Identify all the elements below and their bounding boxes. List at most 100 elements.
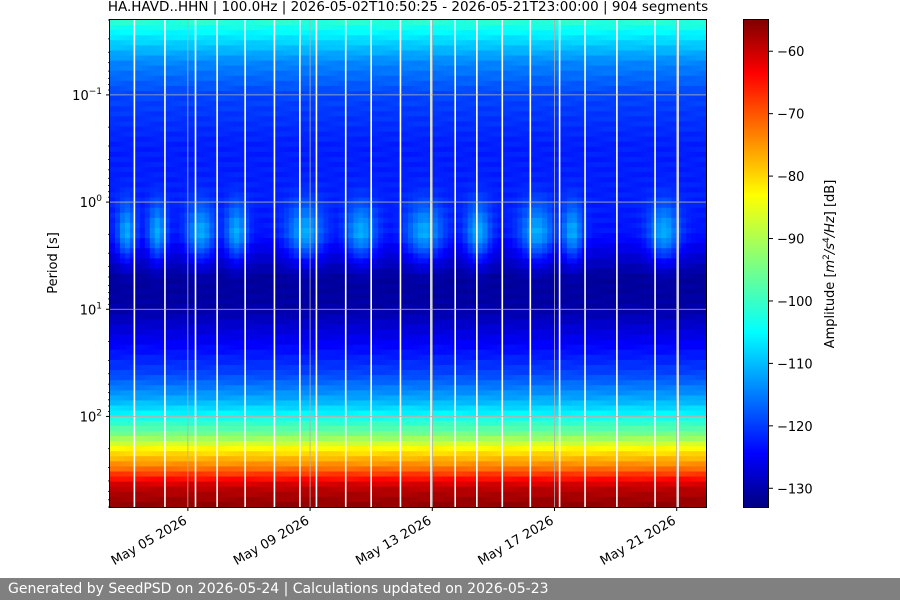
heatmap-cell (164, 96, 171, 102)
heatmap-cell (646, 156, 652, 163)
heatmap-cell (432, 187, 439, 194)
heatmap-cell (621, 106, 628, 112)
heatmap-cell (159, 40, 166, 46)
heatmap-cell (204, 141, 210, 148)
heatmap-cell (204, 156, 210, 163)
heatmap-cell (353, 96, 359, 102)
heatmap-cell (174, 80, 181, 87)
heatmap-cell (174, 136, 181, 143)
heatmap-cell (224, 182, 230, 188)
heatmap-cell (467, 96, 474, 102)
heatmap-cell (701, 65, 707, 72)
heatmap-cell (323, 172, 330, 178)
heatmap-cell (671, 96, 677, 102)
heatmap-cell (388, 40, 394, 46)
heatmap-cell (194, 20, 200, 26)
heatmap-cell (472, 151, 479, 158)
heatmap-cell (229, 217, 235, 224)
heatmap-cell (482, 156, 489, 163)
heatmap-cell (507, 131, 513, 138)
heatmap-cell (129, 35, 136, 41)
heatmap-cell (412, 146, 419, 153)
heatmap-cell (497, 55, 503, 62)
heatmap-cell (517, 91, 523, 97)
heatmap-cell (596, 172, 603, 178)
heatmap-cell (417, 80, 424, 87)
heatmap-cell (661, 131, 667, 138)
heatmap-cell (502, 65, 508, 72)
heatmap-cell (249, 30, 255, 36)
heatmap-cell (472, 70, 479, 77)
heatmap-cell (373, 192, 379, 199)
heatmap-cell (179, 162, 186, 168)
heatmap-cell (323, 70, 330, 77)
heatmap-cell (254, 65, 260, 72)
heatmap-cell (393, 85, 399, 92)
heatmap-cell (263, 85, 270, 92)
heatmap-cell (378, 96, 384, 102)
heatmap-cell (442, 106, 449, 112)
heatmap-cell (517, 222, 523, 229)
heatmap-cell (159, 121, 166, 128)
heatmap-cell (507, 45, 513, 52)
heatmap-cell (422, 212, 429, 219)
heatmap-cell (338, 162, 345, 168)
heatmap-cell (457, 20, 464, 26)
heatmap-cell (348, 40, 354, 46)
heatmap-cell (169, 192, 176, 199)
heatmap-cell (482, 227, 489, 234)
heatmap-cell (656, 55, 662, 62)
heatmap-cell (164, 91, 171, 97)
heatmap-cell (298, 131, 305, 138)
heatmap-cell (303, 146, 310, 153)
heatmap-cell (110, 25, 116, 31)
heatmap-cell (179, 55, 186, 62)
heatmap-cell (561, 96, 568, 102)
heatmap-cell (586, 197, 593, 204)
heatmap-cell (601, 85, 608, 92)
heatmap-cell (159, 85, 166, 92)
heatmap-cell (571, 106, 578, 112)
heatmap-cell (244, 65, 250, 72)
heatmap-cell (119, 70, 126, 77)
heatmap-cell (576, 91, 583, 97)
heatmap-cell (254, 217, 260, 224)
heatmap-cell (626, 91, 633, 97)
heatmap-cell (442, 70, 449, 77)
heatmap-cell (144, 222, 151, 229)
heatmap-cell (437, 212, 444, 219)
heatmap-cell (129, 126, 136, 133)
heatmap-cell (422, 85, 429, 92)
heatmap-cell (621, 116, 628, 123)
heatmap-cell (378, 65, 384, 72)
heatmap-cell (566, 222, 573, 229)
heatmap-cell (691, 207, 697, 214)
heatmap-cell (288, 80, 295, 87)
heatmap-cell (621, 136, 628, 143)
heatmap-cell (571, 207, 578, 214)
heatmap-cell (199, 91, 205, 97)
heatmap-cell (298, 45, 305, 52)
heatmap-cell (661, 121, 667, 128)
heatmap-cell (239, 202, 245, 209)
heatmap-cell (348, 217, 354, 224)
heatmap-cell (388, 222, 394, 229)
heatmap-cell (129, 172, 136, 178)
heatmap-cell (199, 75, 205, 82)
heatmap-cell (348, 212, 354, 219)
heatmap-cell (661, 162, 667, 168)
heatmap-cell (323, 121, 330, 128)
heatmap-cell (393, 55, 399, 62)
heatmap-cell (293, 212, 300, 219)
heatmap-cell (571, 111, 578, 117)
heatmap-cell (189, 45, 196, 52)
heatmap-cell (134, 197, 141, 204)
heatmap-cell (432, 65, 439, 72)
heatmap-cell (487, 222, 494, 229)
heatmap-cell (159, 131, 166, 138)
heatmap-cell (422, 96, 429, 102)
heatmap-cell (482, 172, 489, 178)
heatmap-cell (164, 121, 171, 128)
heatmap-cell (696, 172, 702, 178)
heatmap-cell (179, 212, 186, 219)
